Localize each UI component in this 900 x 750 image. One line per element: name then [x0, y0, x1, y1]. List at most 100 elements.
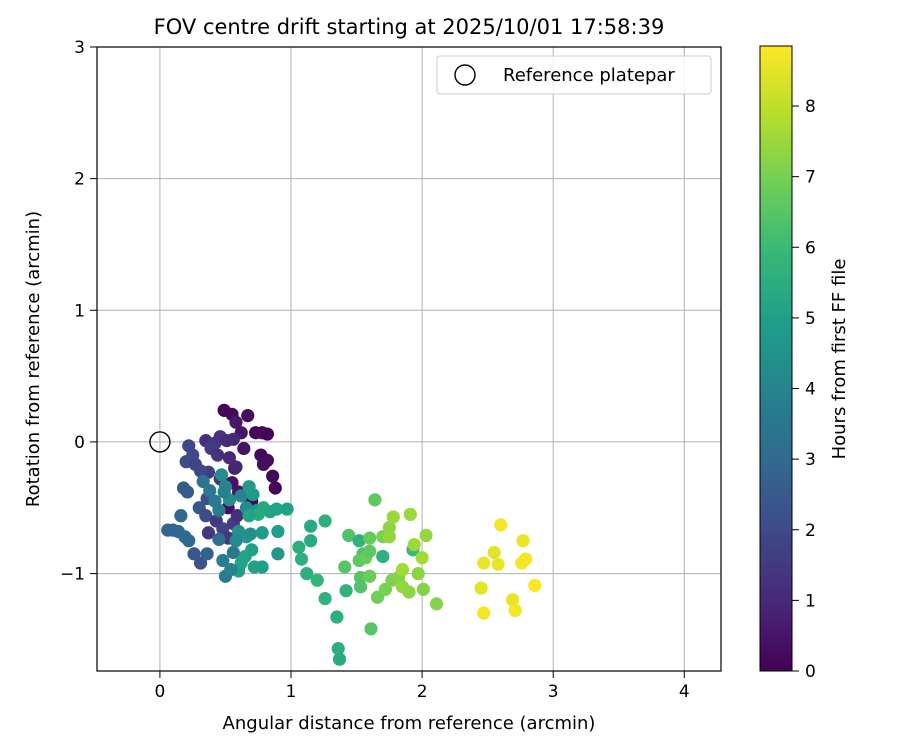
scatter-point [403, 507, 417, 521]
scatter-point [416, 582, 431, 596]
scatter-point [331, 642, 345, 656]
colorbar-tick-label: 2 [805, 521, 816, 541]
scatter-point [237, 441, 251, 456]
scatter-point [395, 563, 410, 577]
reference-marker [149, 431, 171, 453]
legend: Reference platepar [436, 55, 712, 95]
scatter-point [378, 582, 393, 596]
scatter-point [201, 526, 216, 540]
scatter-point [230, 509, 244, 523]
colorbar-tick-label: 1 [805, 591, 816, 611]
scatter-points [161, 403, 542, 666]
scatter-point [224, 563, 238, 577]
scatter-point [212, 532, 226, 546]
scatter-point [386, 510, 400, 524]
scatter-point [330, 610, 344, 624]
y-axis-label: Rotation from reference (arcmin) [23, 211, 44, 507]
scatter-point [234, 489, 248, 503]
colorbar-ticks: 0 1 2 3 4 5 6 7 8 [792, 97, 816, 682]
y-tick-label: −1 [60, 565, 85, 585]
scatter-point [255, 560, 269, 574]
y-tick-label: 0 [74, 433, 85, 453]
scatter-point [180, 485, 195, 499]
scatter-point [294, 552, 309, 566]
scatter-point [241, 409, 255, 423]
legend-label: Reference platepar [503, 65, 675, 86]
scatter-point [304, 534, 318, 548]
scatter-point [280, 502, 294, 516]
x-tick-label: 1 [286, 682, 297, 702]
scatter-point [519, 552, 533, 566]
scatter-point [243, 527, 257, 541]
scatter-point [229, 460, 243, 474]
scatter-point [238, 549, 252, 564]
scatter-point [212, 503, 226, 517]
scatter-point [229, 534, 243, 548]
scatter-point [200, 547, 214, 561]
scatter-point [255, 526, 269, 540]
scatter-point [304, 519, 318, 533]
scatter-point [487, 545, 501, 560]
scatter-point [269, 502, 284, 516]
colorbar [759, 45, 793, 672]
scatter-point [419, 528, 433, 543]
scatter-point [217, 485, 231, 499]
scatter-point [339, 584, 353, 598]
scatter-point [363, 531, 377, 545]
scatter-point [271, 547, 285, 561]
scatter-point [300, 566, 314, 581]
colorbar-tick-label: 0 [805, 662, 816, 682]
scatter-point [187, 547, 201, 561]
scatter-point [242, 509, 256, 523]
scatter-point [222, 451, 237, 465]
scatter-point [271, 524, 285, 539]
scatter-point [226, 545, 240, 560]
scatter-point [402, 585, 416, 599]
scatter-point [411, 566, 425, 581]
scatter-point [199, 509, 213, 523]
legend-box [436, 55, 712, 95]
scatter-point [211, 448, 225, 462]
scatter-point [342, 528, 356, 543]
x-tick-label: 3 [548, 682, 559, 702]
scatter-point [260, 427, 275, 441]
scatter-point [246, 487, 260, 502]
scatter-point [376, 549, 390, 564]
scatter-point [268, 481, 282, 495]
scatter-point [318, 591, 332, 606]
scatter-point [491, 557, 505, 571]
scatter-point [528, 578, 542, 593]
scatter-point [353, 580, 368, 594]
x-axis-label: Angular distance from reference (arcmin) [223, 713, 596, 734]
chart-title: FOV centre drift starting at 2025/10/01 … [154, 15, 665, 39]
scatter-point [407, 538, 421, 552]
scatter-point [382, 530, 396, 544]
x-tick-label: 0 [155, 682, 166, 702]
scatter-point [226, 432, 240, 446]
scatter-point [193, 464, 208, 478]
scatter-point [203, 484, 217, 498]
scatter-point [216, 553, 230, 568]
scatter-point [494, 518, 508, 532]
scatter-point [196, 474, 210, 489]
scatter-point [368, 493, 382, 507]
y-tick-label: 1 [74, 301, 85, 321]
scatter-point [364, 622, 378, 636]
colorbar-tick-label: 8 [805, 97, 816, 117]
scatter-point [174, 509, 188, 523]
scatter-point [477, 606, 491, 620]
scatter-point [508, 603, 522, 618]
scatter-point [477, 556, 491, 570]
colorbar-tick-label: 4 [805, 380, 816, 400]
scatter-point [338, 560, 352, 574]
x-axis-ticks: 0 1 2 3 4 [155, 671, 690, 702]
scatter-point [310, 573, 324, 587]
scatter-point [214, 468, 229, 482]
scatter-point [256, 457, 271, 471]
colorbar-tick-label: 5 [805, 309, 816, 329]
colorbar-tick-label: 3 [805, 450, 816, 470]
legend-marker-icon [454, 64, 476, 86]
colorbar-label: Hours from first FF file [829, 259, 850, 460]
scatter-point [363, 569, 377, 583]
